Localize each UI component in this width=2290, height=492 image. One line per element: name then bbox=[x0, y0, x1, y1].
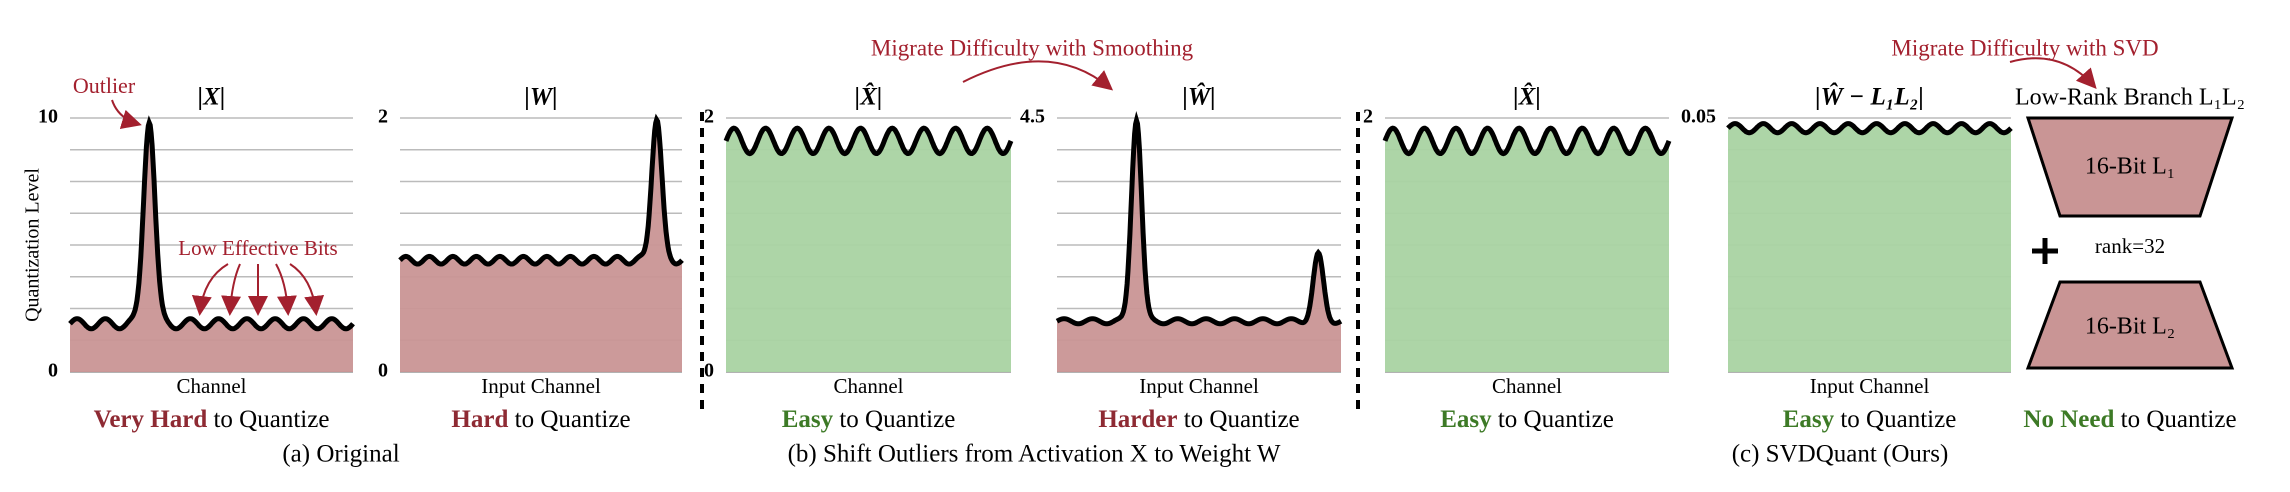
caption-rest: to Quantize bbox=[2121, 406, 2237, 433]
panel-title: |Ŵ − L₁L₂| bbox=[1815, 82, 1924, 111]
caption: Easy to Quantize bbox=[1783, 406, 1957, 433]
annotation: Migrate Difficulty with SVD bbox=[1891, 35, 2158, 60]
curve bbox=[723, 125, 1014, 157]
caption: Harder to Quantize bbox=[1098, 406, 1299, 433]
low-rank-top: 16-Bit L₁ bbox=[2085, 154, 2175, 180]
area bbox=[1728, 123, 2011, 372]
top-tick: 2 bbox=[704, 106, 714, 128]
low-rank-title: Low-Rank Branch L₁L₂ bbox=[2015, 85, 2245, 111]
panel-title: |X̂| bbox=[855, 83, 883, 111]
curve bbox=[1055, 111, 1343, 327]
x-label: Input Channel bbox=[1139, 374, 1259, 398]
curve bbox=[1382, 125, 1672, 157]
group-caption: (b) Shift Outliers from Activation X to … bbox=[788, 441, 1281, 468]
x-label: Input Channel bbox=[1810, 374, 1930, 398]
caption: Hard to Quantize bbox=[451, 406, 630, 433]
curve bbox=[398, 113, 684, 267]
caption-rest: to Quantize bbox=[1840, 406, 1956, 433]
plus bbox=[2032, 238, 2058, 264]
bottom-tick: 0 bbox=[704, 360, 714, 382]
area bbox=[70, 122, 353, 372]
caption-emphasis: Harder bbox=[1098, 406, 1177, 433]
top-tick: 4.5 bbox=[1020, 106, 1045, 128]
caption: Very Hard to Quantize bbox=[94, 406, 330, 433]
curve bbox=[68, 115, 355, 332]
area bbox=[1385, 128, 1669, 372]
trapezoid bbox=[2025, 280, 2235, 370]
group-caption: (a) Original bbox=[282, 441, 399, 468]
caption-emphasis: Hard bbox=[451, 406, 508, 433]
arrow bbox=[111, 99, 142, 129]
caption-rest: to Quantize bbox=[515, 406, 631, 433]
top-tick: 0.05 bbox=[1681, 106, 1716, 128]
trapezoid bbox=[2025, 116, 2235, 218]
rank-label: rank=32 bbox=[2095, 234, 2165, 258]
annotation: Migrate Difficulty with Smoothing bbox=[871, 35, 1194, 60]
bottom-tick: 0 bbox=[378, 360, 388, 382]
area bbox=[726, 128, 1011, 372]
caption-rest: to Quantize bbox=[1184, 406, 1300, 433]
low-rank-bottom: 16-Bit L₂ bbox=[2085, 314, 2175, 340]
arrows bbox=[191, 57, 2097, 316]
area bbox=[400, 119, 682, 372]
group-caption: (c) SVDQuant (Ours) bbox=[1732, 441, 1949, 468]
caption-emphasis: Very Hard bbox=[94, 406, 208, 433]
top-tick: 10 bbox=[38, 106, 58, 128]
x-label: Channel bbox=[1492, 374, 1562, 398]
area bbox=[1057, 120, 1341, 373]
panel-title: |W| bbox=[524, 84, 557, 111]
x-label: Channel bbox=[177, 374, 247, 398]
panel-title: |X̂| bbox=[1513, 83, 1541, 111]
caption-rest: to Quantize bbox=[213, 406, 329, 433]
bottom-tick: 0 bbox=[48, 360, 58, 382]
caption-emphasis: No Need bbox=[2023, 406, 2114, 433]
caption-rest: to Quantize bbox=[839, 406, 955, 433]
x-label: Channel bbox=[834, 374, 904, 398]
caption: Easy to Quantize bbox=[782, 406, 956, 433]
x-label: Input Channel bbox=[481, 374, 601, 398]
y-axis-label: Quantization Level bbox=[22, 168, 44, 322]
curve bbox=[1726, 121, 2013, 136]
plots: |X| 10 0 Channel Very Hard to Quantize |W| 2 0 I… bbox=[38, 82, 2013, 433]
caption: No Need to Quantize bbox=[2023, 406, 2236, 433]
top-tick: 2 bbox=[1363, 106, 1373, 128]
panel-title: |Ŵ| bbox=[1182, 82, 1215, 111]
annotation: Low Effective Bits bbox=[178, 236, 337, 260]
caption-emphasis: Easy bbox=[1783, 406, 1835, 433]
panel-title: |X| bbox=[198, 84, 226, 111]
top-tick: 2 bbox=[378, 106, 388, 128]
caption: Easy to Quantize bbox=[1440, 406, 1614, 433]
caption-emphasis: Easy bbox=[782, 406, 834, 433]
caption-rest: to Quantize bbox=[1498, 406, 1614, 433]
caption-emphasis: Easy bbox=[1440, 406, 1492, 433]
annotation: Outlier bbox=[73, 73, 136, 98]
